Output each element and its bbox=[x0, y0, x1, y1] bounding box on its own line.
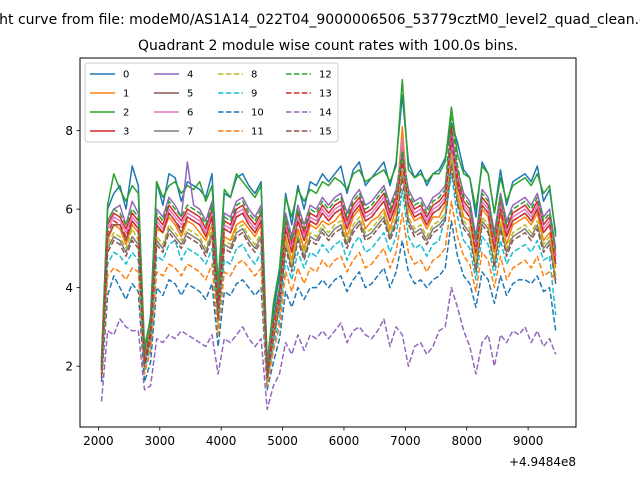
series-line-14 bbox=[100, 286, 557, 411]
legend-frame bbox=[84, 62, 339, 143]
series-line-7 bbox=[100, 157, 557, 379]
series-line-4 bbox=[100, 133, 557, 367]
series-line-11 bbox=[100, 200, 557, 387]
series-line-6 bbox=[100, 137, 557, 371]
x-tick-label: 9000 bbox=[513, 434, 544, 448]
series-line-9 bbox=[100, 173, 557, 383]
series-line-8 bbox=[100, 153, 557, 375]
series-line-15 bbox=[100, 165, 557, 379]
y-tick-label: 2 bbox=[65, 360, 73, 374]
legend-label-12: 12 bbox=[319, 70, 332, 81]
legend-label-11: 11 bbox=[251, 127, 264, 138]
series-line-13 bbox=[100, 137, 557, 375]
y-tick-label: 6 bbox=[65, 203, 73, 217]
legend-label-5: 5 bbox=[187, 89, 193, 100]
series-line-3 bbox=[100, 125, 557, 371]
legend-label-1: 1 bbox=[123, 89, 129, 100]
figure-suptitle: Light curve from file: modeM0/AS1A14_022… bbox=[0, 12, 640, 28]
legend-label-0: 0 bbox=[123, 70, 129, 81]
plot-frame bbox=[79, 57, 577, 428]
legend-label-4: 4 bbox=[187, 70, 193, 81]
legend-label-13: 13 bbox=[319, 89, 332, 100]
legend-label-9: 9 bbox=[251, 89, 257, 100]
x-tick-label: 3000 bbox=[145, 434, 176, 448]
series-line-12 bbox=[100, 110, 557, 371]
chart-title: Quadrant 2 module wise count rates with … bbox=[138, 38, 518, 54]
x-tick-label: 8000 bbox=[451, 434, 482, 448]
legend-label-3: 3 bbox=[123, 127, 129, 138]
x-tick-label: 4000 bbox=[206, 434, 237, 448]
y-tick-label: 8 bbox=[65, 124, 73, 138]
x-tick-label: 2000 bbox=[83, 434, 114, 448]
legend-label-8: 8 bbox=[251, 70, 257, 81]
x-axis: 2000 3000 4000 5000 6000 7000 8000 9000 bbox=[83, 427, 543, 448]
legend-label-2: 2 bbox=[123, 108, 129, 119]
y-axis: 2 4 6 8 bbox=[65, 124, 80, 374]
legend-label-6: 6 bbox=[187, 108, 193, 119]
y-tick-label: 4 bbox=[65, 281, 73, 295]
legend-label-14: 14 bbox=[319, 108, 332, 119]
x-tick-label: 6000 bbox=[329, 434, 360, 448]
series-line-5 bbox=[100, 145, 557, 375]
series-lines bbox=[100, 78, 557, 411]
x-tick-label: 7000 bbox=[390, 434, 421, 448]
legend-label-15: 15 bbox=[319, 127, 332, 138]
series-line-10 bbox=[100, 220, 557, 391]
legend-label-7: 7 bbox=[187, 127, 193, 138]
series-line-1 bbox=[100, 125, 557, 375]
x-offset-label: +4.9484e8 bbox=[509, 455, 576, 469]
legend-label-10: 10 bbox=[251, 108, 264, 119]
series-line-2 bbox=[100, 78, 557, 367]
x-tick-label: 5000 bbox=[267, 434, 298, 448]
